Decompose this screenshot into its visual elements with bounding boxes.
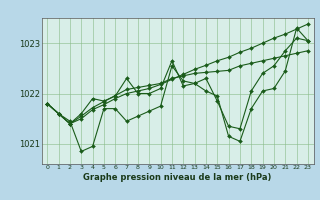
X-axis label: Graphe pression niveau de la mer (hPa): Graphe pression niveau de la mer (hPa)	[84, 173, 272, 182]
